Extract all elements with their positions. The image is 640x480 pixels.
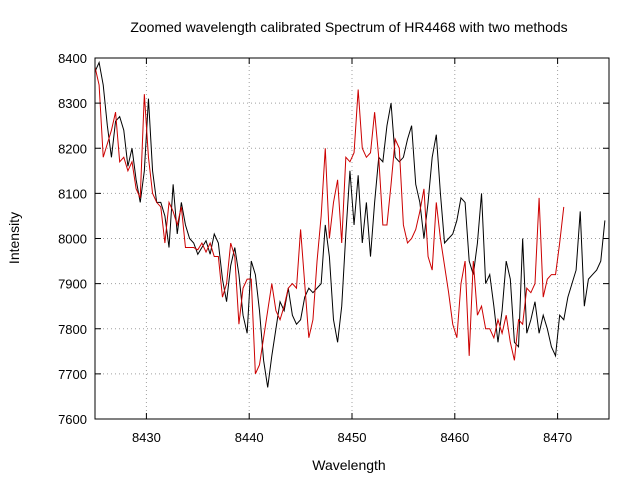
x-axis-label: Wavelength	[312, 457, 385, 473]
x-tick-label: 8430	[132, 430, 161, 445]
y-axis-label: Intensity	[6, 212, 22, 264]
y-tick-label: 8400	[58, 51, 87, 66]
y-tick-label: 7900	[58, 277, 87, 292]
x-tick-label: 8450	[338, 430, 367, 445]
y-tick-label: 8300	[58, 96, 87, 111]
ticks: 7600 7700 7800 7900 8000 8100 8200 8300 8400 8430…	[58, 51, 609, 445]
y-tick-label: 7800	[58, 322, 87, 337]
y-tick-label: 8100	[58, 186, 87, 201]
chart-title: Zoomed wavelength calibrated Spectrum of…	[130, 19, 567, 35]
y-tick-label: 7600	[58, 412, 87, 427]
series-line-2	[94, 66, 565, 375]
x-tick-label: 8460	[440, 430, 469, 445]
y-tick-label: 8000	[58, 232, 87, 247]
x-tick-label: 8440	[235, 430, 264, 445]
x-tick-label: 8470	[543, 430, 572, 445]
y-tick-label: 8200	[58, 141, 87, 156]
y-tick-label: 7700	[58, 367, 87, 382]
series-group	[94, 60, 606, 388]
grid	[95, 58, 609, 419]
